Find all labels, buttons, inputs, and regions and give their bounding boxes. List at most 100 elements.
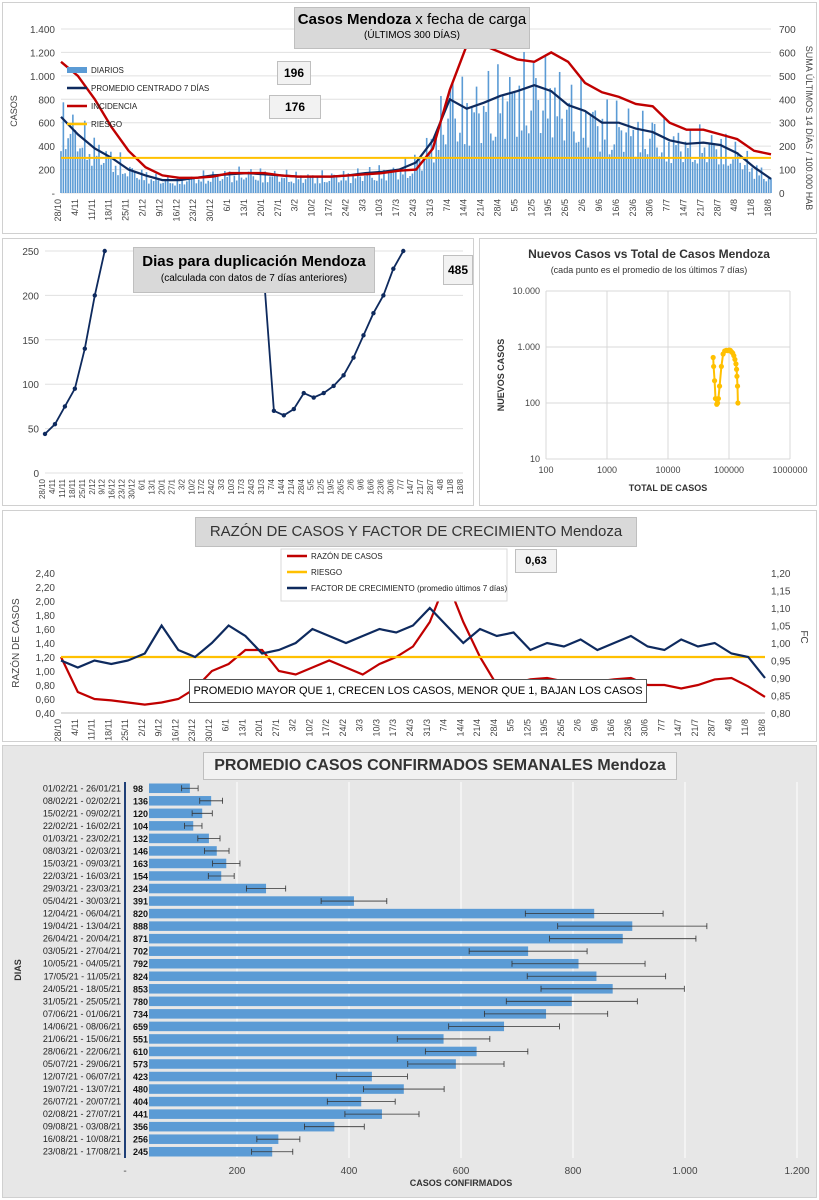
- daily-bar: [454, 118, 456, 193]
- daily-bar: [575, 142, 578, 193]
- daily-bar: [461, 76, 464, 193]
- y-tick-label: 2,40: [36, 569, 56, 580]
- weekly-bar: [149, 933, 623, 944]
- x-tick-label: 28/7: [707, 719, 717, 737]
- weekly-bar: [149, 1009, 547, 1019]
- daily-bar: [316, 177, 319, 193]
- x-tick-label: 6/1: [138, 478, 147, 490]
- daily-bar: [596, 126, 599, 193]
- x-tick-label: 7/7: [656, 719, 666, 732]
- x-tick-label: 4/8: [729, 199, 739, 212]
- panel2-callout: 485: [443, 255, 473, 285]
- daily-bar: [594, 110, 597, 193]
- daily-bar: [124, 173, 126, 193]
- scatter-point: [715, 395, 721, 402]
- ratio-growth-chart: 0,40 0,60 0,80 1,00 1,20 1,40 1,60 1,80 2,00 2,20…: [9, 548, 809, 741]
- y2-tick-label: 0: [779, 189, 785, 200]
- x-tick-label: 11/11: [87, 199, 97, 220]
- incidence-line: [60, 44, 772, 179]
- daily-bar: [136, 177, 138, 193]
- category-label: 12/04/21 - 06/04/21: [43, 909, 121, 919]
- daily-bar: [297, 179, 300, 193]
- daily-bar: [195, 183, 198, 193]
- daily-bar: [689, 129, 692, 193]
- daily-bar: [190, 176, 193, 193]
- panel5-title-box: PROMEDIO CASOS CONFIRMADOS SEMANALES Men…: [203, 752, 677, 780]
- weekly-bar: [149, 1109, 382, 1119]
- x-tick-label: 6/1: [221, 719, 231, 732]
- panel3-title: Nuevos Casos vs Total de Casos Mendoza: [528, 247, 770, 261]
- daily-bar: [72, 114, 74, 193]
- daily-bar: [677, 132, 680, 193]
- daily-bar: [708, 143, 711, 193]
- value-label: 702: [133, 947, 148, 957]
- daily-bar: [262, 182, 264, 193]
- daily-bar: [378, 165, 380, 193]
- daily-bar: [770, 178, 772, 193]
- daily-bar: [634, 156, 637, 193]
- daily-bar: [468, 145, 471, 193]
- category-label: 22/03/21 - 16/03/21: [43, 871, 121, 881]
- doubling-point: [331, 383, 336, 389]
- daily-bar: [148, 183, 150, 193]
- x-tick-label: 2/6: [577, 199, 587, 212]
- weekly-bar: [149, 1146, 273, 1157]
- x-tick-label: 14/7: [406, 478, 415, 494]
- daily-bar: [143, 180, 145, 193]
- x-tick-label: 3/2: [290, 199, 300, 212]
- x-tick-label: 24/3: [408, 199, 418, 217]
- daily-bar: [539, 133, 542, 193]
- weekly-bar: [149, 896, 354, 906]
- y2-tick-label: 400: [779, 95, 796, 106]
- daily-bar: [152, 181, 155, 193]
- daily-bar: [371, 177, 373, 193]
- legend-label: PROMEDIO CENTRADO 7 DÍAS: [91, 84, 209, 93]
- weekly-bar: [149, 996, 572, 1007]
- daily-bar: [181, 177, 183, 193]
- daily-bar: [183, 184, 186, 193]
- y-tick-label: 0,40: [36, 709, 56, 720]
- daily-bar: [390, 169, 392, 193]
- daily-bar: [404, 157, 407, 193]
- x-tick-label: 21/4: [472, 719, 482, 737]
- value-label: 154: [133, 872, 148, 882]
- daily-bar: [639, 152, 642, 193]
- daily-bar: [644, 148, 646, 193]
- daily-bar: [646, 154, 649, 193]
- daily-bar: [694, 159, 696, 193]
- x-tick-label: 17/3: [391, 199, 401, 217]
- daily-bar: [447, 118, 449, 193]
- daily-bar: [717, 164, 720, 193]
- daily-bar: [537, 100, 540, 193]
- category-label: 16/08/21 - 10/08/21: [43, 1134, 121, 1144]
- daily-bar: [658, 156, 661, 193]
- x-tick-label: 1.000: [672, 1166, 697, 1177]
- legend-label: FACTOR DE CRECIMIENTO (promedio últimos …: [311, 584, 508, 593]
- daily-bar: [340, 180, 343, 193]
- daily-bar: [273, 170, 276, 193]
- daily-bar: [250, 169, 252, 193]
- daily-bar: [535, 78, 537, 193]
- daily-bar: [687, 148, 689, 193]
- daily-bar: [366, 172, 369, 193]
- daily-bar: [660, 152, 663, 193]
- y2-tick-label: 0,85: [771, 692, 791, 703]
- daily-bar: [138, 179, 141, 193]
- y-tick-label: 0: [33, 469, 39, 480]
- x-tick-label: 24/3: [247, 478, 256, 494]
- daily-bar: [563, 140, 566, 193]
- panel-ratio-growth: 0,40 0,60 0,80 1,00 1,20 1,40 1,60 1,80 2,00 2,20…: [2, 510, 817, 742]
- daily-bar: [304, 179, 307, 193]
- x-tick-label: 25/11: [121, 199, 131, 221]
- weekly-chart: - 200 400 600 800 1.000 1.200 CASOS CONFIRMADOS…: [13, 782, 810, 1188]
- value-label: 780: [133, 997, 148, 1007]
- daily-bar: [589, 113, 592, 193]
- daily-bar: [169, 183, 172, 193]
- daily-bar: [219, 180, 221, 193]
- x-tick-label: 9/12: [98, 478, 107, 494]
- daily-bar: [606, 99, 608, 193]
- x-tick-label: 18/11: [103, 719, 113, 741]
- daily-bar: [456, 141, 459, 193]
- daily-bar: [561, 118, 563, 193]
- daily-bar: [625, 132, 627, 193]
